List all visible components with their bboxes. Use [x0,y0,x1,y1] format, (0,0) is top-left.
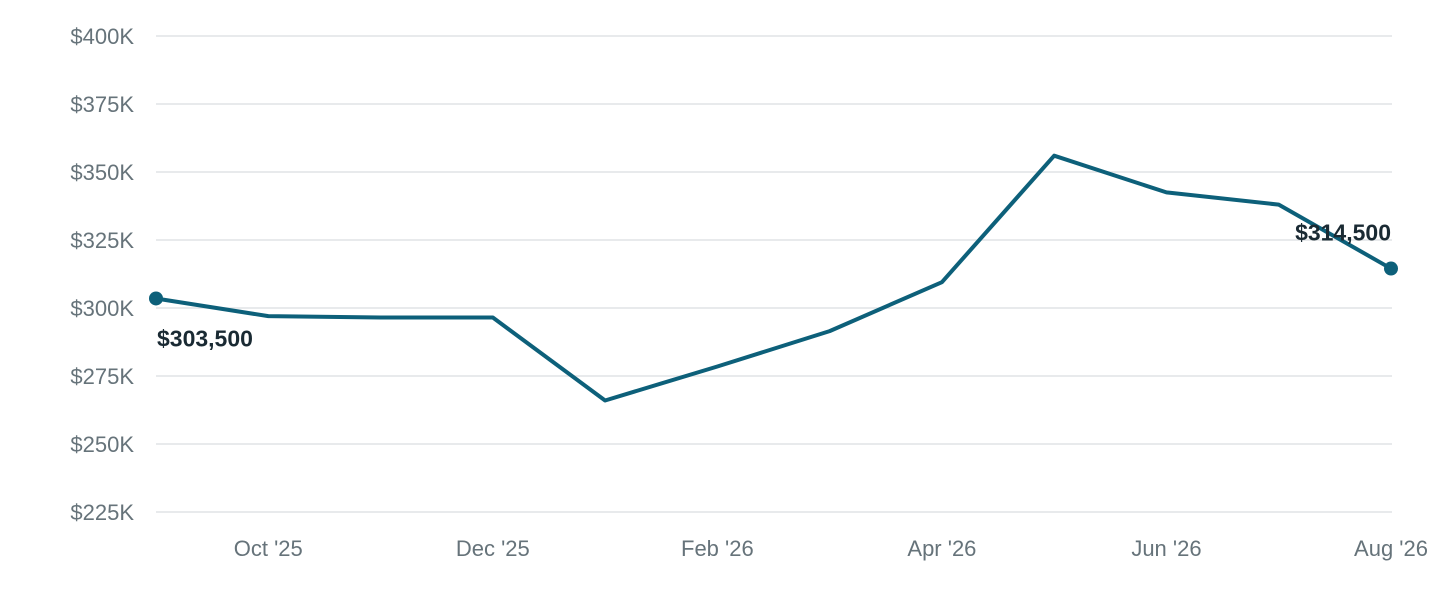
y-tick-label: $325K [70,228,134,253]
y-axis-ticks: $400K $375K $350K $325K $300K $275K $250K $225K [70,24,134,525]
series-line [154,153,1393,403]
x-tick-label: Dec '25 [456,536,530,561]
grid [156,35,1392,513]
x-tick-label: Oct '25 [234,536,303,561]
y-tick-label: $400K [70,24,134,49]
endpoint-marker [1384,261,1398,276]
endpoint-marker [149,291,163,306]
x-axis-ticks: Oct '25 Dec '25 Feb '26 Apr '26 Jun '26 Aug '… [234,536,1428,561]
y-tick-label: $300K [70,296,134,321]
data-label: $314,500 [1295,220,1391,246]
x-tick-label: Aug '26 [1354,536,1428,561]
y-tick-label: $375K [70,92,134,117]
x-tick-label: Jun '26 [1131,536,1201,561]
y-tick-label: $250K [70,432,134,457]
series-layer [149,153,1398,403]
data-label: $303,500 [157,325,253,351]
y-tick-label: $350K [70,160,134,185]
x-tick-label: Feb '26 [681,536,754,561]
x-tick-label: Apr '26 [907,536,976,561]
data-labels: $303,500 $314,500 [157,220,1391,352]
y-tick-label: $225K [70,500,134,525]
y-tick-label: $275K [70,364,134,389]
